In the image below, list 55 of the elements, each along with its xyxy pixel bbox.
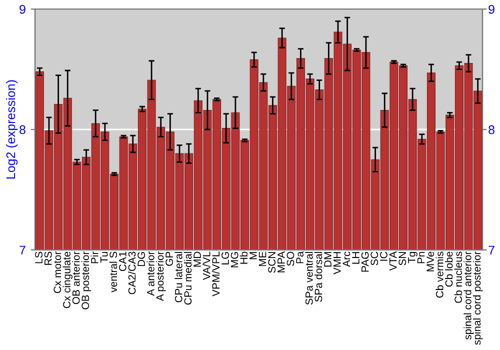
x-tick-label: Pn bbox=[417, 252, 425, 264]
y-tick-label: 9 bbox=[20, 4, 26, 14]
x-tick-label: SCN bbox=[268, 252, 276, 273]
x-tick-label: OB anterior bbox=[72, 251, 80, 304]
x-tick-label: LS bbox=[35, 252, 42, 264]
x-tick-label: SC bbox=[370, 252, 378, 266]
x-tick-label: Pa bbox=[296, 251, 304, 264]
x-tick-label: OB posterior bbox=[81, 251, 92, 310]
x-tick-label: DM bbox=[324, 252, 332, 267]
x-tick-label: RS bbox=[44, 252, 52, 265]
x-tick-label: VPM/VPL bbox=[212, 252, 220, 296]
x-tick-label: Cb lobe bbox=[445, 252, 453, 287]
x-tick-label: MD bbox=[194, 252, 201, 267]
x-tick-label: MVe bbox=[426, 252, 434, 272]
y-axis-title: Log2 (expression) bbox=[6, 80, 18, 178]
x-tick-label: CPu medial bbox=[184, 252, 192, 305]
x-tick-label: Cx cingulate bbox=[62, 252, 72, 308]
x-tick-label: MG bbox=[230, 252, 238, 268]
x-tick-label: SO bbox=[286, 252, 294, 266]
x-tick-label: LH bbox=[352, 252, 360, 264]
x-tick-label: A posterior bbox=[156, 251, 166, 302]
x-tick-label: PAG bbox=[361, 252, 369, 272]
x-tick-label: CA1 bbox=[118, 252, 126, 272]
x-tick-label: Tg bbox=[408, 252, 418, 264]
x-tick-label: IC bbox=[380, 252, 388, 261]
x-tick-label: VA/VL bbox=[202, 252, 210, 280]
x-tick-label: Cb vermis bbox=[436, 252, 444, 298]
x-tick-label: MPA bbox=[278, 251, 285, 272]
y2-tick-label: 8 bbox=[488, 125, 494, 134]
x-tick-label: Cb nucleus bbox=[454, 252, 462, 303]
x-tick-label: VTA bbox=[389, 251, 397, 271]
x-tick-label: CPu lateral bbox=[174, 252, 182, 302]
x-tick-label: ME bbox=[258, 252, 266, 266]
x-tick-label: SPa dorsal bbox=[314, 252, 322, 302]
x-tick-label: Pir bbox=[90, 251, 98, 264]
x-tick-label: GP bbox=[166, 252, 173, 266]
x-tick-label: spinal cord anterior bbox=[464, 251, 474, 340]
y-tick-label: 7 bbox=[20, 246, 26, 254]
x-tick-label: VMH bbox=[334, 252, 341, 274]
x-tick-label: DG bbox=[138, 252, 146, 266]
y2-tick-label: 9 bbox=[488, 4, 494, 14]
x-tick-label: ventral S bbox=[109, 252, 118, 292]
x-tick-label: LG bbox=[222, 252, 229, 264]
x-tick-label: SPa ventral bbox=[305, 252, 313, 305]
y-tick-label: 8 bbox=[20, 125, 26, 134]
x-tick-label: Tu bbox=[100, 252, 108, 263]
x-tick-label: Hb bbox=[240, 252, 248, 264]
x-tick-label: Cx motor bbox=[54, 251, 62, 294]
x-tick-label: spinal cord posterior bbox=[472, 251, 483, 345]
x-tick-label: A anterior bbox=[146, 251, 154, 296]
x-tick-label: SN bbox=[398, 252, 406, 266]
x-tick-label: M bbox=[250, 252, 257, 260]
x-tick-label: Arc bbox=[342, 252, 350, 267]
x-tick-label: CA2/CA3 bbox=[128, 252, 136, 294]
y2-tick-label: 7 bbox=[488, 246, 494, 254]
